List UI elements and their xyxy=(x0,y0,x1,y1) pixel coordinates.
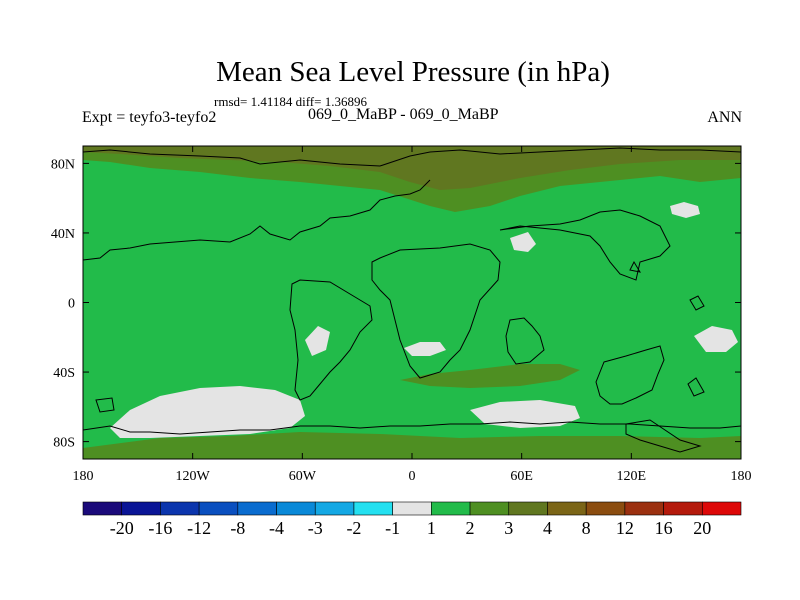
colorbar-swatch xyxy=(663,501,703,516)
colorbar-swatch xyxy=(624,501,664,516)
colorbar-label: -16 xyxy=(148,518,172,538)
colorbar-label: 1 xyxy=(427,518,436,538)
colorbar-swatch xyxy=(160,501,200,516)
colorbar-label: 4 xyxy=(543,518,552,538)
x-tick-label: 180 xyxy=(731,469,752,484)
field-south-indian-gray-patch xyxy=(470,400,580,428)
season-label: ANN xyxy=(707,109,742,126)
colorbar-label: -12 xyxy=(187,518,211,538)
colorbar-label: -8 xyxy=(230,518,245,538)
coastlines xyxy=(83,147,741,453)
case-label: 069_0_MaBP - 069_0_MaBP xyxy=(308,106,499,123)
field-pacific-gray-patch xyxy=(670,202,700,218)
colorbar-label: 12 xyxy=(616,518,634,538)
colorbar-label: -2 xyxy=(346,518,361,538)
chart-subtitle: rmsd= 1.41184 diff= 1.36896 xyxy=(214,94,367,109)
colorbar-label: -4 xyxy=(269,518,284,538)
colorbar-swatch xyxy=(585,501,626,516)
coastline-south-ocean-islands xyxy=(95,397,702,453)
field-south-olive-band xyxy=(400,364,580,388)
colorbar-swatch xyxy=(276,501,316,516)
colorbar-swatch xyxy=(431,501,471,516)
field-south-atlantic-gray-patch xyxy=(404,342,446,356)
colorbar-label: 16 xyxy=(655,518,673,538)
colorbar-swatch xyxy=(547,501,587,516)
field-antarctic-gray-patch xyxy=(110,386,305,438)
coastline-australia xyxy=(595,345,665,405)
colorbar-label: -3 xyxy=(308,518,323,538)
field-asia-gray-patch xyxy=(510,232,536,252)
x-tick-label: 120W xyxy=(176,469,211,484)
y-tick-label: 80N xyxy=(51,157,75,172)
coastline-south-america xyxy=(289,279,373,401)
colorbar-swatch xyxy=(121,501,161,516)
colorbar-swatch xyxy=(82,501,123,516)
colorbar-label: 3 xyxy=(504,518,513,538)
coastline-africa xyxy=(371,243,501,379)
y-tick-label: 0 xyxy=(68,297,75,312)
field-west-africa-gray-patch xyxy=(262,408,280,420)
colorbar-swatch xyxy=(314,501,355,516)
colorbar-swatch xyxy=(237,501,277,516)
y-tick-label: 40N xyxy=(51,227,75,242)
coastline-north-continent xyxy=(83,147,741,167)
coastline-pacific-islands xyxy=(629,260,705,397)
colorbar-swatch xyxy=(392,501,432,516)
colorbar: -20 -16 -12 -8 -4 -3 -2 -1 1 2 3 4 8 12 16 20 xyxy=(82,501,742,538)
y-tick-label: 80S xyxy=(53,436,75,451)
field-north-dark-band xyxy=(83,146,741,190)
colorbar-label: 20 xyxy=(693,518,711,538)
map-field xyxy=(83,146,741,459)
field-australia-gray-patch xyxy=(694,326,738,352)
colorbar-label: -20 xyxy=(110,518,134,538)
colorbar-swatch xyxy=(701,501,742,516)
coastline-asia xyxy=(499,209,671,281)
colorbar-swatch xyxy=(469,501,510,516)
y-tick-label: 40S xyxy=(53,366,75,381)
y-axis-ticks: 80N 40N 0 40S 80S xyxy=(51,157,741,451)
experiment-label: Expt = teyfo3-teyfo2 xyxy=(82,109,217,126)
chart-title: Mean Sea Level Pressure (in hPa) xyxy=(216,56,610,88)
colorbar-swatch xyxy=(198,501,239,516)
colorbar-label: 2 xyxy=(466,518,475,538)
field-andes-gray-patch xyxy=(305,326,330,356)
field-antarctic-olive-band xyxy=(83,432,741,459)
x-tick-label: 60E xyxy=(510,469,533,484)
colorbar-swatch xyxy=(353,501,393,516)
x-tick-label: 120E xyxy=(617,469,647,484)
coastline-antarctica xyxy=(83,421,741,435)
coastline-india xyxy=(505,317,545,365)
x-tick-label: 0 xyxy=(409,469,416,484)
x-axis-ticks: 180 120W 60W 0 60E 120E 180 xyxy=(73,146,752,484)
colorbar-label: -1 xyxy=(385,518,400,538)
x-tick-label: 180 xyxy=(73,469,94,484)
colorbar-label: 8 xyxy=(582,518,591,538)
colorbar-swatch xyxy=(508,501,548,516)
coastline-north-continent-south xyxy=(83,179,431,261)
x-tick-label: 60W xyxy=(289,469,317,484)
